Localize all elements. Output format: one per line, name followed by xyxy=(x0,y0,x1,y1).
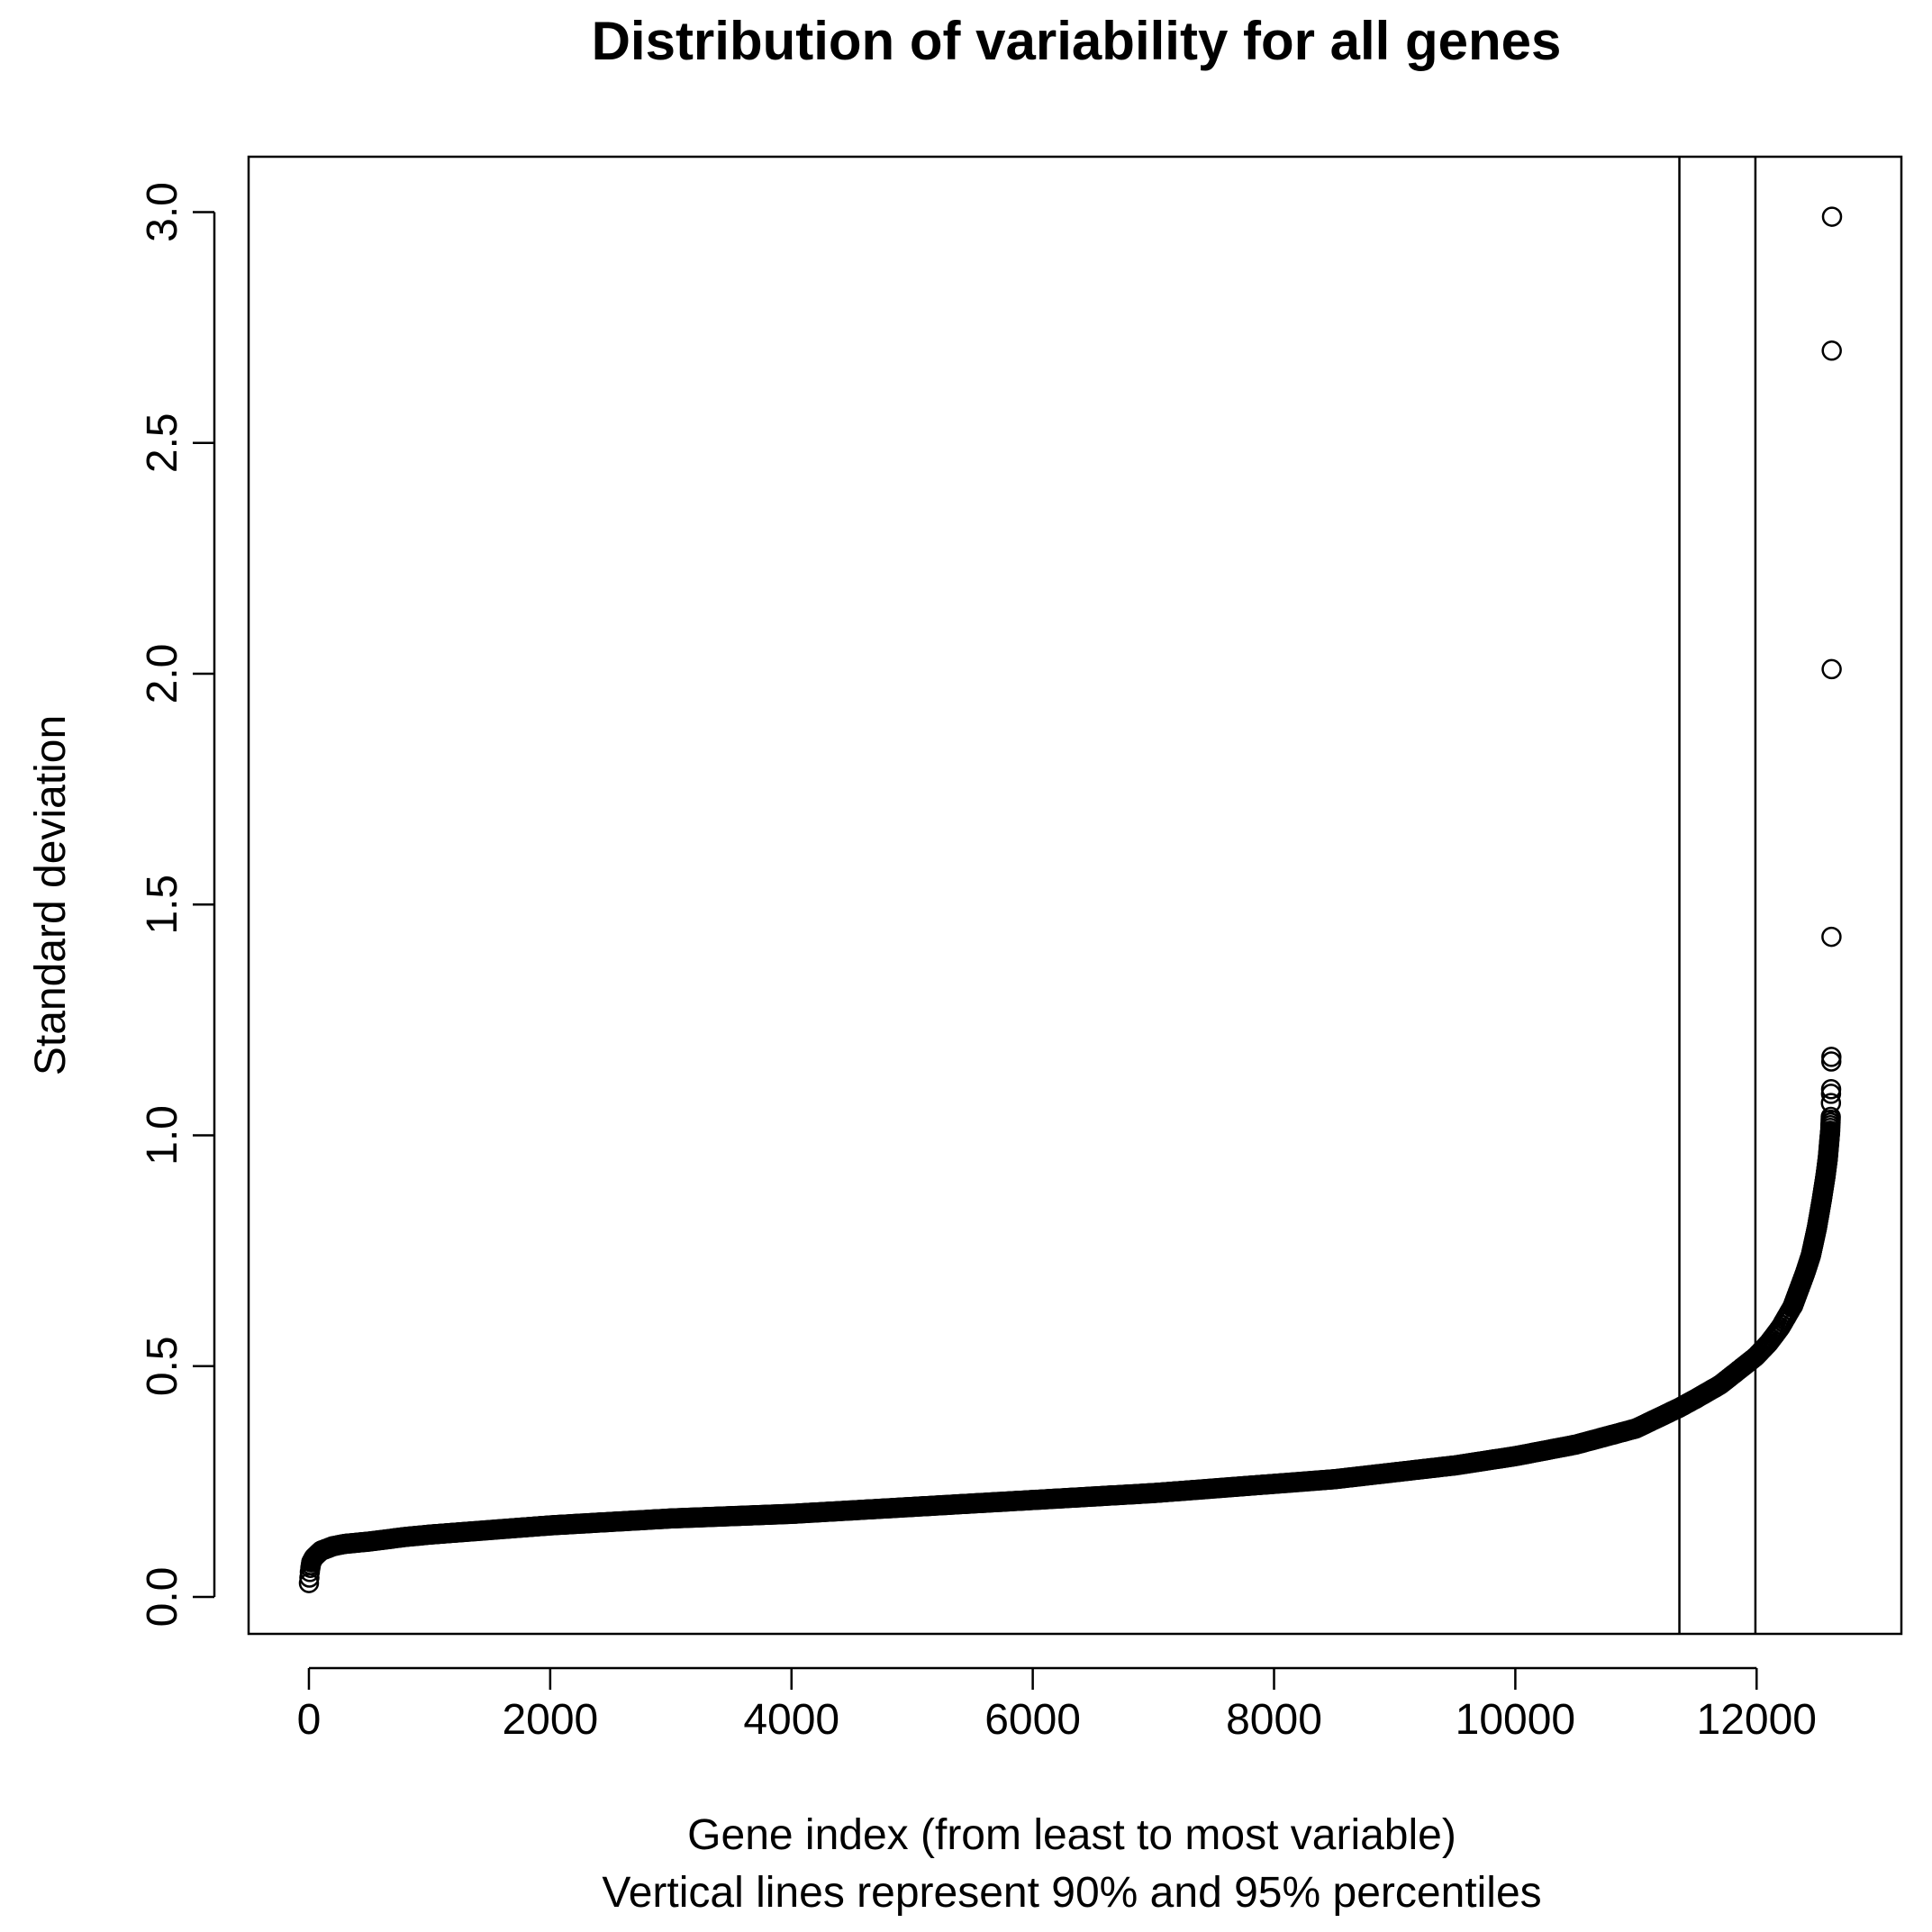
x-tick-label: 8000 xyxy=(1226,1696,1322,1744)
x-tick-label: 0 xyxy=(297,1696,322,1744)
chart-title: Distribution of variability for all gene… xyxy=(592,11,1562,71)
outlier-point xyxy=(1821,206,1843,227)
x-axis: 0 2000 4000 6000 8000 10000 12000 xyxy=(297,1666,1817,1744)
x-tick-label: 10000 xyxy=(1456,1696,1575,1744)
y-tick-label: 2.0 xyxy=(139,644,186,704)
y-tick-label: 2.5 xyxy=(139,413,186,473)
y-tick-label: 1.0 xyxy=(139,1105,186,1166)
y-axis-label: Standard deviation xyxy=(27,715,75,1075)
outlier-point xyxy=(1820,1051,1842,1072)
x-tick-label: 12000 xyxy=(1697,1696,1817,1744)
percentile-lines xyxy=(1678,157,1757,1634)
x-tick-label: 4000 xyxy=(743,1696,839,1744)
plot-frame xyxy=(247,155,1903,1636)
outlier-point xyxy=(1820,1093,1842,1113)
y-tick-label: 1.5 xyxy=(139,875,186,935)
x-axis-subtitle: Vertical lines represent 90% and 95% per… xyxy=(602,1869,1541,1917)
outlier-point xyxy=(1820,1079,1842,1100)
outlier-point xyxy=(1821,926,1842,948)
y-tick-label: 3.0 xyxy=(139,182,186,242)
y-tick-label: 0.5 xyxy=(139,1336,186,1396)
x-tick-label: 6000 xyxy=(984,1696,1081,1744)
outlier-point xyxy=(1821,1047,1842,1067)
x-tick-label: 2000 xyxy=(502,1696,598,1744)
outlier-point xyxy=(1821,340,1842,361)
outlier-point xyxy=(1821,658,1842,680)
y-tick-label: 0.0 xyxy=(139,1567,186,1628)
y-axis: 0.0 0.5 1.0 1.5 2.0 2.5 3.0 xyxy=(139,182,216,1628)
x-axis-label: Gene index (from least to most variable) xyxy=(687,1811,1456,1859)
data-point xyxy=(1820,1106,1841,1128)
data-points xyxy=(298,206,1843,1593)
